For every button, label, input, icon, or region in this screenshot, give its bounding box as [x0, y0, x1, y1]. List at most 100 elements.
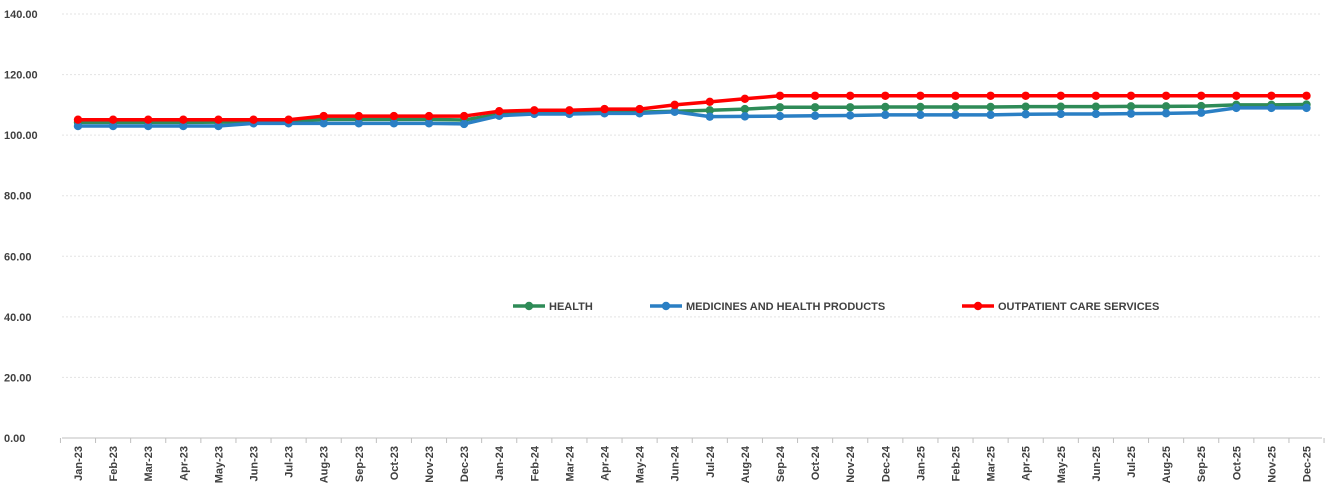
y-tick-label: 0.00 [4, 433, 25, 445]
x-tick-label: Nov-25 [1266, 446, 1278, 483]
data-point [986, 110, 995, 120]
x-tick-label: Feb-25 [951, 446, 963, 481]
data-point [354, 119, 363, 128]
x-tick-label: Jun-24 [670, 445, 682, 481]
x-tick-label: Jun-23 [249, 446, 261, 481]
x-tick-label: Jan-25 [915, 446, 927, 481]
data-point [424, 119, 434, 128]
data-point [951, 110, 960, 120]
data-point [916, 91, 925, 100]
data-point [319, 119, 328, 128]
data-point [1302, 91, 1311, 100]
data-point [916, 110, 925, 120]
series-line [76, 94, 1309, 122]
data-point [846, 91, 855, 100]
data-point [1161, 109, 1171, 118]
x-tick-label: Sep-24 [775, 445, 787, 482]
x-tick-label: Dec-24 [880, 445, 892, 482]
data-point [951, 102, 960, 112]
data-point [1302, 103, 1311, 113]
data-point [144, 121, 153, 131]
data-point [1197, 91, 1206, 100]
x-tick-label: Sep-25 [1196, 446, 1208, 482]
data-point [986, 102, 995, 112]
y-tick-label: 40.00 [4, 312, 32, 324]
legend-label: MEDICINES AND HEALTH PRODUCTS [686, 301, 885, 313]
data-point [284, 115, 293, 124]
data-point [1126, 91, 1136, 100]
x-tick-label: Jul-23 [284, 446, 296, 478]
y-tick-label: 20.00 [4, 372, 32, 384]
data-point [1091, 91, 1101, 100]
data-point [916, 102, 925, 112]
x-tick-label: Oct-23 [389, 446, 401, 480]
x-tick-label: May-24 [635, 445, 647, 483]
data-point [1161, 91, 1171, 100]
legend-item: MEDICINES AND HEALTH PRODUCTS [650, 301, 885, 313]
legend-label: OUTPATIENT CARE SERVICES [998, 301, 1159, 313]
data-point [1091, 102, 1101, 111]
data-point [846, 103, 855, 112]
x-tick-label: Oct-25 [1231, 446, 1243, 480]
data-point [775, 91, 785, 100]
x-tick-label: Dec-23 [459, 446, 471, 482]
x-tick-label: Jul-25 [1126, 446, 1138, 478]
legend-swatch-marker [661, 301, 671, 311]
data-point [179, 121, 188, 131]
data-point [179, 115, 188, 124]
data-point [108, 115, 118, 124]
data-point [214, 115, 223, 124]
data-point [1021, 102, 1030, 111]
data-point [775, 111, 785, 121]
data-point [1021, 91, 1030, 100]
y-tick-label: 60.00 [4, 251, 32, 263]
data-point [424, 111, 434, 121]
x-tick-label: Jan-23 [73, 446, 85, 481]
data-point [1161, 102, 1171, 111]
data-point [389, 111, 399, 121]
legend-swatch-marker [524, 301, 534, 311]
legend-swatch-marker [973, 301, 983, 311]
data-point [951, 91, 960, 100]
x-tick-label: Sep-23 [354, 446, 366, 482]
data-point [740, 94, 750, 104]
x-tick-label: Jun-25 [1091, 446, 1103, 481]
x-tick-label: Aug-24 [740, 445, 752, 483]
x-axis: Jan-23 Feb-23 Mar-23 Apr-23 May-23 Jun-23 Jul-… [59, 437, 1325, 483]
x-tick-label: Jul-24 [705, 445, 717, 478]
y-axis: 0.00 20.00 40.00 60.00 80.00 100.00 120.00 140.… [4, 9, 38, 445]
data-point [775, 103, 785, 112]
data-point [881, 91, 890, 100]
series-lines [73, 91, 1311, 131]
data-point [670, 100, 679, 110]
x-tick-label: Dec-25 [1302, 446, 1314, 482]
x-tick-label: Nov-23 [424, 446, 436, 483]
data-point [1267, 91, 1276, 100]
data-point [1091, 109, 1101, 119]
data-point [705, 106, 714, 115]
data-point [1056, 91, 1066, 100]
data-point [810, 91, 820, 100]
data-point [1197, 101, 1206, 111]
data-point [1056, 109, 1066, 119]
data-point [249, 115, 258, 124]
x-tick-label: Apr-25 [1021, 446, 1033, 481]
legend-label: HEALTH [549, 301, 593, 313]
legend-item: HEALTH [513, 301, 593, 313]
legend: HEALTH MEDICINES AND HEALTH PRODUCTS OUTPA… [513, 301, 1159, 313]
data-point [73, 115, 83, 124]
x-tick-label: Oct-24 [810, 445, 822, 480]
x-tick-label: May-25 [1056, 446, 1068, 483]
x-tick-label: Jan-24 [494, 445, 506, 481]
data-point [740, 112, 750, 121]
x-tick-label: Feb-24 [529, 445, 541, 481]
data-point [740, 104, 750, 114]
data-point [1267, 103, 1276, 113]
x-tick-label: Mar-24 [564, 445, 576, 481]
data-point [1232, 103, 1241, 113]
data-point [705, 112, 714, 121]
x-tick-label: Mar-23 [143, 446, 155, 481]
data-point [108, 121, 118, 131]
data-point [1232, 91, 1241, 100]
